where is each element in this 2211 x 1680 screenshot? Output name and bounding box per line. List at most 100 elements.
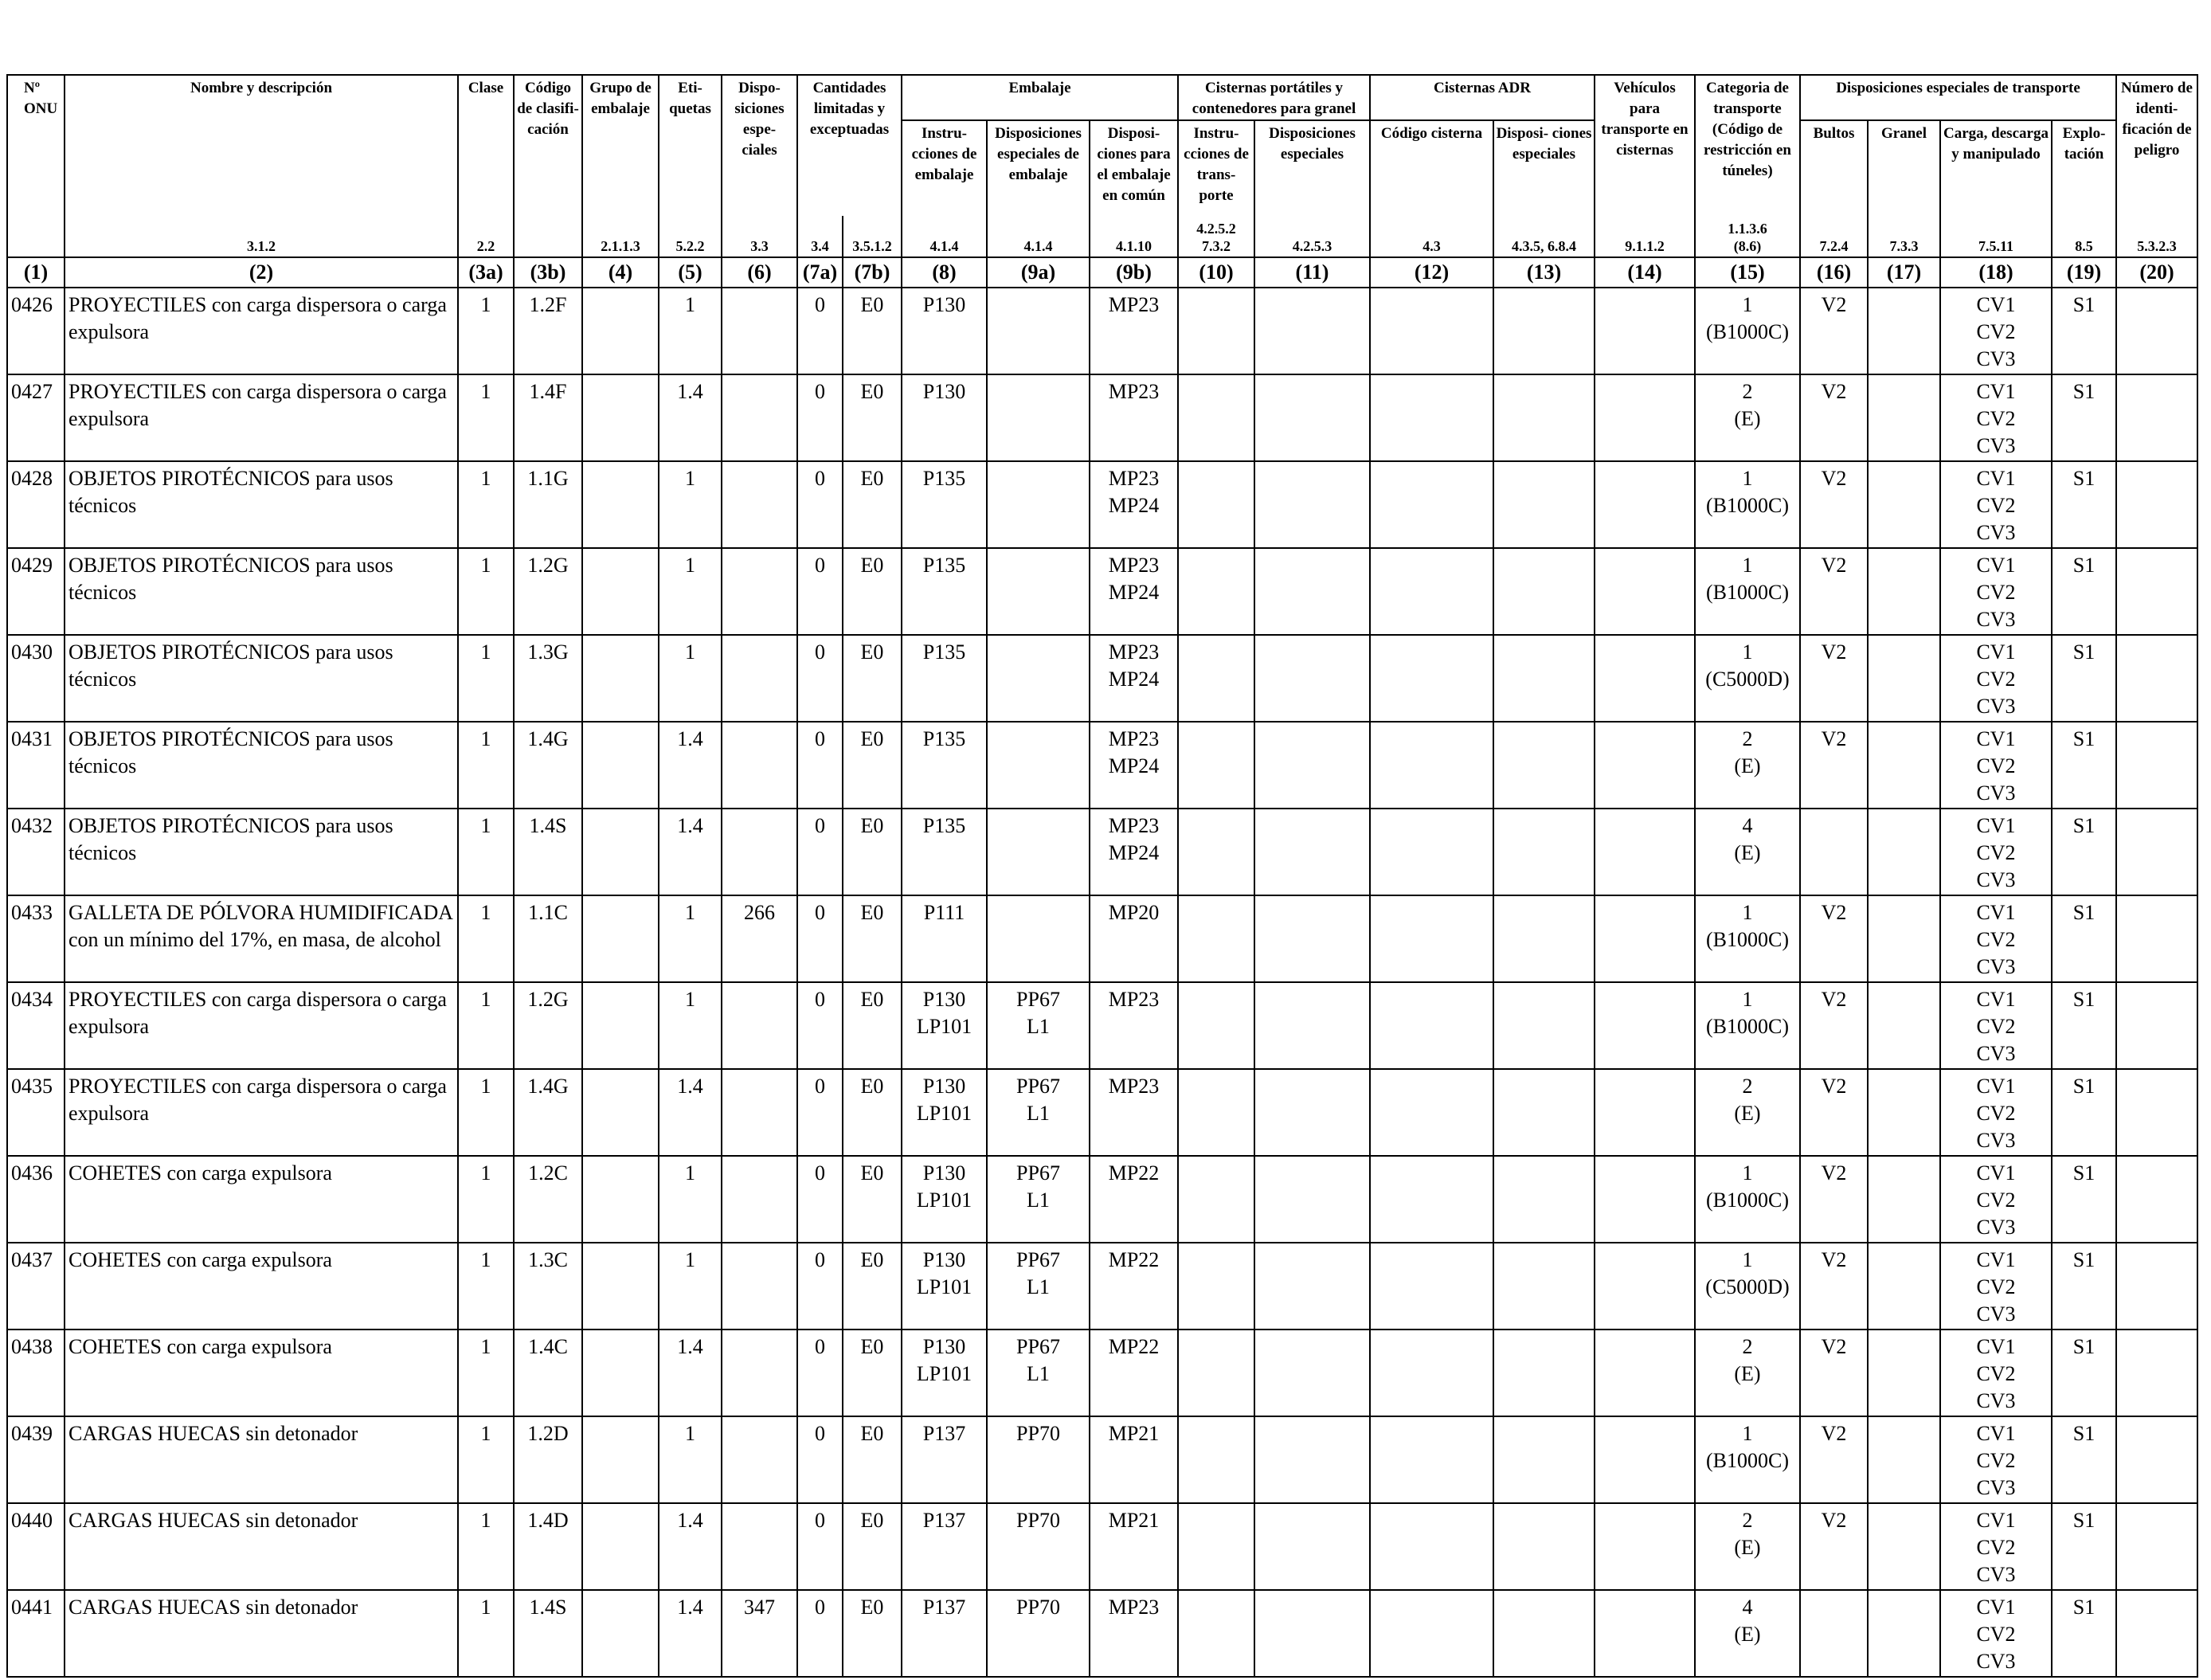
cell-c14: [1594, 287, 1696, 375]
cell-c9a: [986, 721, 1090, 809]
cell-c16: V2: [1799, 287, 1869, 375]
table-row: 0433 GALLETA DE PÓLVORA HUMIDIFICADA con …: [6, 895, 2198, 983]
ref-16: 7.2.4: [1799, 216, 1869, 258]
header-embalaje: Embalaje: [901, 74, 1179, 120]
header-granel: Granel: [1867, 119, 1941, 216]
cell-c14: [1594, 721, 1696, 809]
cell-c13: [1493, 1242, 1595, 1330]
cell-name: CARGAS HUECAS sin detonador: [64, 1416, 459, 1504]
table-row: 0435 PROYECTILES con carga dispersora o c…: [6, 1068, 2198, 1157]
cell-grupo: [581, 287, 659, 375]
ref-disposiciones: 3.3: [721, 216, 798, 258]
cell-clase: 1: [457, 1589, 515, 1678]
cell-c7a: 0: [796, 1502, 843, 1591]
cell-c17: [1867, 1502, 1941, 1591]
cell-disp: [721, 981, 798, 1070]
cell-c18: CV1 CV2 CV3: [1939, 1502, 2053, 1591]
cell-onu: 0427: [6, 374, 65, 462]
cell-c10: [1177, 895, 1255, 983]
cell-c15: 2 (E): [1694, 721, 1801, 809]
cell-c7a: 0: [796, 374, 843, 462]
cell-c18: CV1 CV2 CV3: [1939, 1589, 2053, 1678]
cell-c9b: MP23: [1089, 1589, 1179, 1678]
header-cisternas-portatiles: Cisternas portátiles y contenedores para…: [1177, 74, 1371, 121]
cell-codigo: 1.1C: [513, 895, 583, 983]
cell-c20: [2115, 460, 2198, 549]
cell-onu: 0439: [6, 1416, 65, 1504]
cell-c13: [1493, 1068, 1595, 1157]
cell-c20: [2115, 981, 2198, 1070]
ref-13: 4.3.5, 6.8.4: [1493, 216, 1595, 258]
cell-c9b: MP23 MP24: [1089, 721, 1179, 809]
cell-c10: [1177, 1502, 1255, 1591]
cell-c7a: 0: [796, 287, 843, 375]
table-row: 0432 OBJETOS PIROTÉCNICOS para usos técni…: [6, 808, 2198, 896]
cell-c7b: E0: [842, 895, 902, 983]
cell-c8: P130: [901, 287, 988, 375]
ref-grupo: 2.1.1.3: [581, 216, 659, 258]
cell-c7a: 0: [796, 721, 843, 809]
cell-c7a: 0: [796, 1068, 843, 1157]
cell-c11: [1254, 981, 1371, 1070]
cell-onu: 0431: [6, 721, 65, 809]
table-row: 0429 OBJETOS PIROTÉCNICOS para usos técni…: [6, 547, 2198, 636]
cell-onu: 0438: [6, 1329, 65, 1417]
dangerous-goods-table-page: Nº ONU Nombre y descripción Clase Código…: [6, 74, 2198, 1678]
cell-c7b: E0: [842, 1155, 902, 1243]
cell-c9a: [986, 460, 1090, 549]
cell-c14: [1594, 1416, 1696, 1504]
cell-c18: CV1 CV2 CV3: [1939, 981, 2053, 1070]
cell-c20: [2115, 1068, 2198, 1157]
cell-c12: [1369, 1329, 1494, 1417]
cell-c20: [2115, 1155, 2198, 1243]
cell-c15: 1 (C5000D): [1694, 1242, 1801, 1330]
cell-grupo: [581, 547, 659, 636]
cell-c14: [1594, 1329, 1696, 1417]
cell-c10: [1177, 374, 1255, 462]
cell-c17: [1867, 721, 1941, 809]
cell-c7a: 0: [796, 808, 843, 896]
cell-c9a: PP67 L1: [986, 1155, 1090, 1243]
cell-etiq: 1.4: [658, 374, 722, 462]
cell-etiq: 1: [658, 460, 722, 549]
ref-15: 1.1.3.6 (8.6): [1694, 216, 1801, 258]
cell-c12: [1369, 1155, 1494, 1243]
column-number: (15): [1694, 257, 1801, 288]
cell-c15: 1 (B1000C): [1694, 460, 1801, 549]
cell-clase: 1: [457, 1155, 515, 1243]
cell-c12: [1369, 547, 1494, 636]
cell-etiq: 1.4: [658, 1589, 722, 1678]
cell-onu: 0432: [6, 808, 65, 896]
cell-c7a: 0: [796, 1416, 843, 1504]
cell-etiq: 1.4: [658, 808, 722, 896]
column-number: (7b): [842, 257, 902, 288]
cell-onu: 0429: [6, 547, 65, 636]
cell-c15: 1 (B1000C): [1694, 1416, 1801, 1504]
cell-grupo: [581, 1502, 659, 1591]
cell-name: OBJETOS PIROTÉCNICOS para usos técnicos: [64, 721, 459, 809]
cell-name: OBJETOS PIROTÉCNICOS para usos técnicos: [64, 808, 459, 896]
cell-c9b: MP23 MP24: [1089, 634, 1179, 723]
cell-c16: V2: [1799, 1416, 1869, 1504]
column-number: (12): [1369, 257, 1494, 288]
cell-c15: 4 (E): [1694, 1589, 1801, 1678]
cell-grupo: [581, 634, 659, 723]
cell-c7a: 0: [796, 634, 843, 723]
cell-c20: [2115, 1589, 2198, 1678]
header-carga: Carga, descarga y manipulado: [1939, 119, 2053, 216]
table-body: 0426 PROYECTILES con carga dispersora o c…: [6, 287, 2198, 1678]
cell-clase: 1: [457, 1416, 515, 1504]
cell-c14: [1594, 1502, 1696, 1591]
cell-c16: V2: [1799, 981, 1869, 1070]
cell-disp: [721, 1242, 798, 1330]
cell-c8: P137: [901, 1416, 988, 1504]
cell-codigo: 1.4S: [513, 808, 583, 896]
cell-c10: [1177, 1242, 1255, 1330]
cell-c8: P130 LP101: [901, 1155, 988, 1243]
column-number: (3b): [513, 257, 583, 288]
cell-c16: V2: [1799, 1329, 1869, 1417]
cell-onu: 0428: [6, 460, 65, 549]
cell-c9a: PP67 L1: [986, 1329, 1090, 1417]
header-cisternas-adr: Cisternas ADR: [1369, 74, 1595, 120]
cell-disp: [721, 287, 798, 375]
